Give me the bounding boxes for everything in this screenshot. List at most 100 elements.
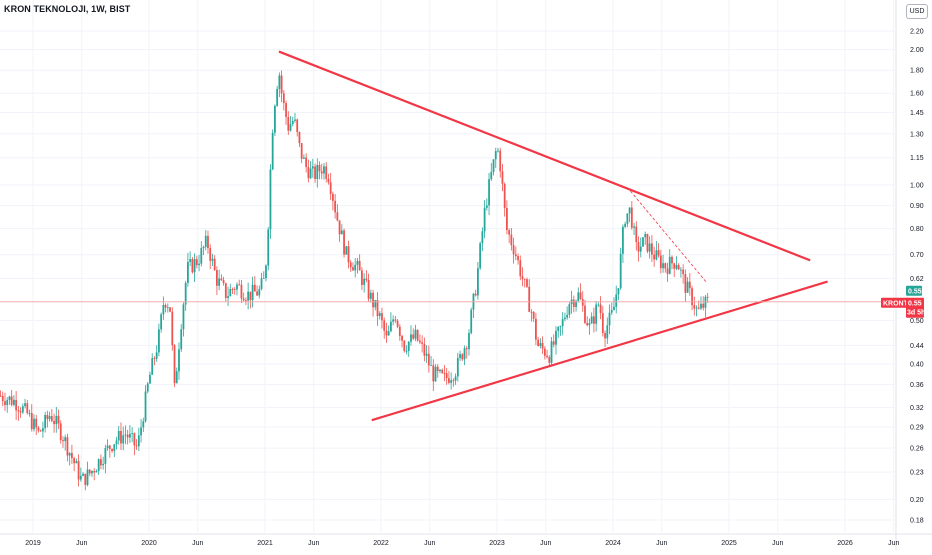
candle-down [593, 316, 595, 324]
candle-down [367, 280, 370, 299]
candle-up [200, 247, 203, 264]
candle-up [633, 226, 635, 228]
candle-up [258, 288, 261, 296]
price-tick-label: 0.36 [910, 382, 924, 389]
candle-down [53, 420, 55, 425]
candle-up [655, 250, 658, 260]
candle-down [543, 348, 546, 356]
candle-down [381, 313, 383, 321]
candle-down [361, 270, 363, 285]
candle-down [403, 340, 406, 352]
candle-up [378, 313, 381, 317]
candle-down [242, 298, 245, 301]
time-tick-label: 2026 [837, 540, 853, 547]
candle-down [173, 345, 176, 384]
candle-down [671, 256, 673, 264]
candle-down [213, 258, 216, 271]
candle-down [448, 378, 450, 383]
candle-up [247, 291, 250, 301]
time-tick-label: 2021 [257, 540, 273, 547]
time-tick-label: Jun [192, 540, 203, 547]
candle-up [410, 334, 412, 342]
time-tick-label: 2019 [25, 540, 41, 547]
candle-up [289, 124, 292, 131]
candle-down [691, 288, 693, 306]
price-tick-label: 0.23 [910, 470, 924, 477]
candle-down [461, 354, 464, 360]
currency-badge[interactable]: USD [906, 4, 928, 19]
candle-down [195, 259, 198, 266]
time-tick-label: 2020 [141, 540, 157, 547]
candle-up [555, 330, 557, 345]
candle-up [463, 348, 466, 360]
price-axis[interactable]: 0.18 0.20 0.23 0.26 0.29 0.32 0.36 0.40 0.44 0.50… [910, 29, 924, 525]
candle-up [456, 358, 459, 377]
candle-up [374, 300, 377, 308]
candle-up [340, 230, 343, 235]
candle-down [530, 311, 533, 313]
candle-up [363, 278, 366, 285]
symbol-price-tag-bg [906, 297, 924, 318]
candle-up [146, 383, 149, 392]
candle-up [184, 282, 187, 305]
candle-down [238, 284, 241, 286]
candle-down [657, 250, 660, 256]
candle-up [613, 306, 615, 311]
candle-up [274, 105, 276, 133]
candle-down [287, 117, 290, 131]
candle-up [82, 473, 84, 476]
candle-up [102, 463, 105, 466]
candle-down [349, 262, 352, 268]
candle-up [180, 329, 183, 350]
candle-up [425, 353, 428, 356]
candle-up [369, 292, 372, 299]
candle-down [347, 246, 350, 263]
candle-up [189, 259, 192, 262]
candle-down [320, 171, 323, 174]
candle-up [459, 354, 461, 359]
candle-down [521, 276, 524, 279]
candle-down [535, 318, 537, 340]
price-tick-label: 0.20 [910, 497, 924, 504]
candle-up [151, 358, 154, 375]
candle-up [497, 150, 499, 152]
candle-up [79, 475, 82, 480]
time-tick-label: Jun [424, 540, 435, 547]
candle-up [113, 444, 116, 452]
candle-up [64, 437, 67, 442]
price-tick-label: 0.29 [910, 424, 924, 431]
candle-down [135, 445, 138, 447]
time-tick-label: Jun [888, 540, 899, 547]
candle-up [131, 433, 134, 434]
candle-down [637, 242, 640, 252]
time-tick-label: Jun [540, 540, 551, 547]
candle-up [303, 157, 305, 159]
candle-down [572, 299, 575, 307]
candle-down [523, 278, 526, 280]
candle-up [260, 278, 263, 289]
candle-up [387, 331, 390, 336]
candle-down [285, 103, 287, 118]
candle-down [394, 319, 397, 321]
candle-up [568, 304, 571, 315]
candle-up [44, 414, 47, 429]
candle-down [501, 171, 504, 184]
candle-up [55, 415, 58, 425]
candle-down [443, 372, 446, 374]
candle-up [577, 292, 580, 301]
trendline-lower [371, 280, 828, 422]
candle-up [262, 278, 265, 279]
candle-down [50, 416, 53, 421]
time-axis[interactable]: 2019 Jun 2020 Jun 2021 Jun 2022 Jun 2023 Jun 2024 J… [25, 540, 899, 547]
candle-down [499, 150, 502, 172]
price-tick-label: 0.26 [910, 446, 924, 453]
candle-down [245, 300, 247, 302]
candle-down [465, 348, 468, 350]
candle-up [178, 349, 180, 372]
candle-down [352, 267, 354, 271]
candle-down [282, 93, 285, 104]
candle-up [149, 374, 151, 384]
